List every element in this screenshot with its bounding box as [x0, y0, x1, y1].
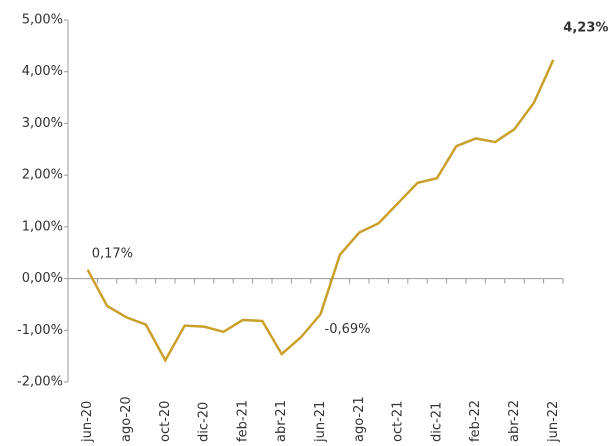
y-tick-label: -2,00% [17, 375, 63, 390]
x-tick-label: feb-22 [468, 400, 483, 442]
x-tick-label: dic-20 [197, 402, 212, 442]
x-tick-label: oct-21 [391, 401, 406, 442]
data-label: -0,69% [325, 322, 371, 337]
x-tick-label: jun-20 [80, 401, 95, 443]
x-tick-label: oct-20 [158, 401, 173, 442]
x-tick-label: jun-21 [313, 401, 328, 443]
y-tick-label: 4,00% [22, 64, 63, 79]
data-label: 0,17% [92, 246, 133, 261]
x-tick-label: dic-21 [429, 402, 444, 442]
line [86, 59, 555, 363]
x-tick-label: feb-21 [235, 400, 250, 442]
x-tick-label: ago-21 [352, 396, 367, 442]
x-tick-label: ago-20 [119, 396, 134, 442]
x-tick-label: jun-22 [546, 401, 561, 443]
data-label: 4,23% [563, 20, 608, 35]
y-tick-label: 5,00% [22, 13, 63, 28]
y-tick-label: 0,00% [22, 271, 63, 286]
x-tick-label: abr-21 [274, 400, 289, 442]
x-tick-label: abr-22 [507, 400, 522, 442]
y-tick-label: 2,00% [22, 168, 63, 183]
y-tick-label: 1,00% [22, 219, 63, 234]
y-tick-label: 3,00% [22, 116, 63, 131]
y-tick-label: -1,00% [17, 323, 63, 338]
